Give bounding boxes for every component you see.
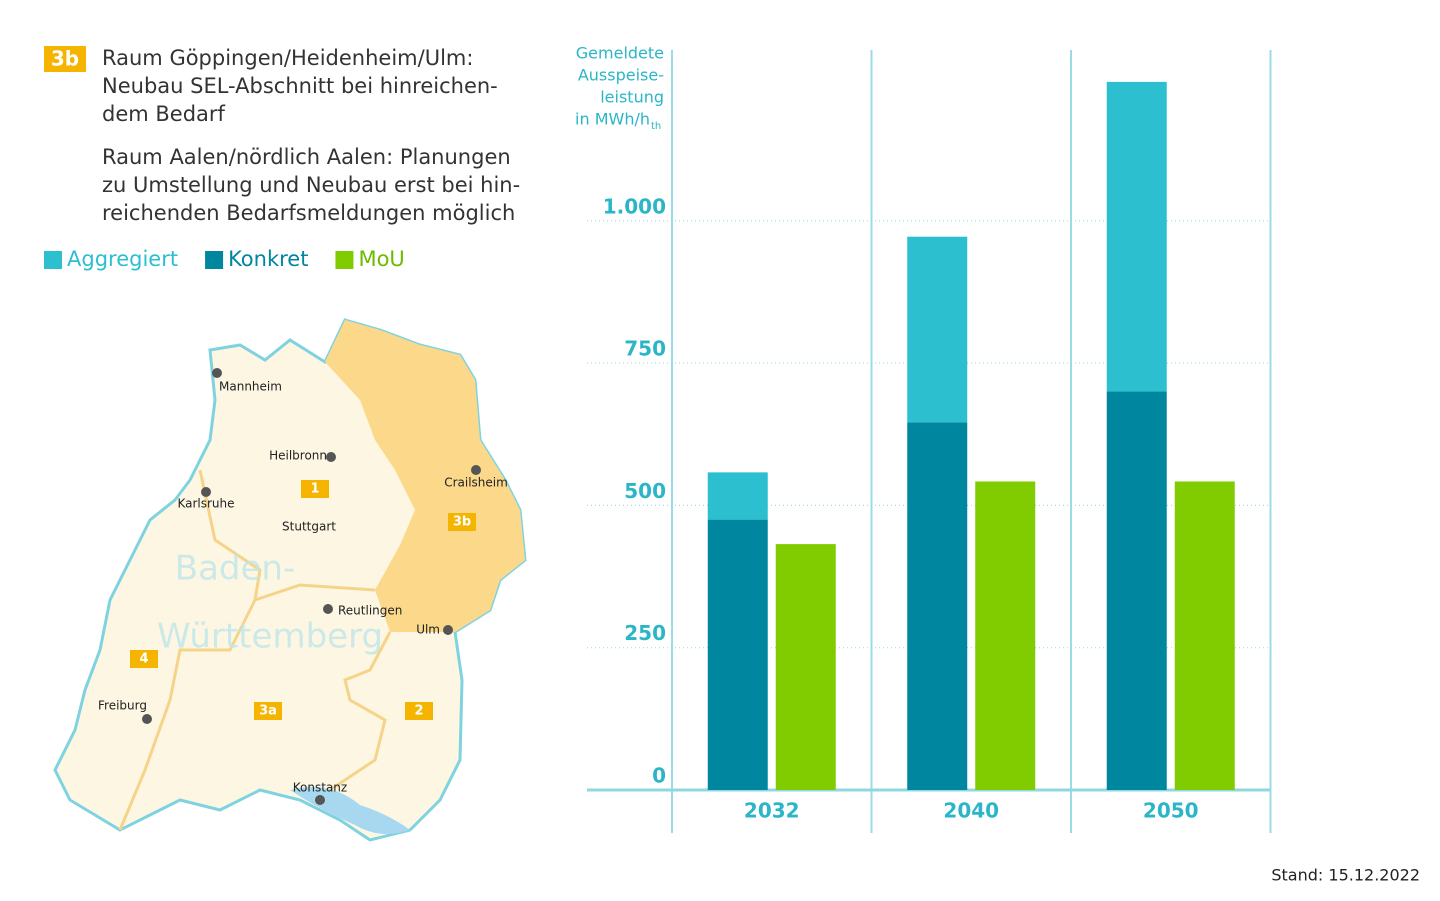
- region-badge: 2: [414, 704, 423, 719]
- city-label: Crailsheim: [444, 476, 508, 490]
- city-dot: [471, 465, 481, 475]
- legend-swatch: [205, 251, 224, 269]
- x-tick-label: 2050: [1143, 799, 1199, 823]
- y-tick-label: 250: [624, 621, 666, 645]
- city-dot: [323, 604, 333, 614]
- city-label: Freiburg: [98, 699, 147, 713]
- region-badge-bg: [254, 702, 282, 720]
- region-badge: 4: [139, 652, 148, 667]
- region-badge-bg: [448, 513, 476, 531]
- badge-bg: [44, 46, 86, 72]
- y-tick-label: 500: [624, 479, 666, 503]
- y-tick-label: 1.000: [603, 194, 666, 218]
- region-border: [198, 469, 376, 603]
- city-label: Ulm: [416, 623, 440, 637]
- map-title: Württemberg: [157, 617, 383, 657]
- bar: [1106, 391, 1167, 790]
- legend-label: MoU: [358, 247, 404, 271]
- region-badge: 3a: [259, 704, 277, 719]
- region-border: [329, 631, 392, 792]
- map-title: Baden-: [175, 549, 295, 589]
- bar: [1106, 81, 1167, 392]
- legend-swatch: [335, 251, 354, 269]
- region-3b: [325, 320, 525, 632]
- bar: [775, 544, 836, 790]
- y-axis-label: in MWh/h: [575, 110, 650, 129]
- y-axis-label: Ausspeise-: [578, 66, 664, 85]
- legend-label: Konkret: [228, 247, 308, 271]
- footer: Stand: 15.12.2022: [1271, 866, 1420, 885]
- city-dot: [142, 714, 152, 724]
- city-label: Heilbronn: [269, 449, 327, 463]
- city-label: Konstanz: [293, 781, 347, 795]
- x-tick-label: 2040: [943, 799, 999, 823]
- bar: [707, 519, 768, 790]
- city-dot: [212, 368, 222, 378]
- region-badge-bg: [301, 480, 329, 498]
- region-badge: 3b: [453, 515, 471, 530]
- city-dot: [201, 487, 211, 497]
- region-badge-bg: [130, 650, 158, 668]
- city-dot: [326, 452, 336, 462]
- bar: [1174, 481, 1235, 790]
- bar: [707, 472, 768, 520]
- badge: 3b: [51, 47, 79, 71]
- city-label: Karlsruhe: [177, 497, 234, 511]
- y-tick-label: 0: [652, 764, 666, 788]
- y-axis-label-sub: th: [651, 121, 661, 132]
- legend-swatch: [44, 251, 62, 269]
- city-label: Stuttgart: [282, 520, 336, 534]
- region-border: [118, 599, 257, 831]
- y-axis-label: Gemeldete: [576, 44, 664, 63]
- city-dot: [443, 625, 453, 635]
- header-line: dem Bedarf: [102, 102, 226, 126]
- city-dot: [315, 795, 325, 805]
- x-tick-label: 2032: [744, 799, 800, 823]
- legend-label: Aggregiert: [67, 247, 178, 271]
- bar: [907, 236, 968, 423]
- region-badge: 1: [310, 482, 319, 497]
- header-line: Raum Göppingen/Heidenheim/Ulm:: [102, 46, 473, 70]
- y-tick-label: 750: [624, 337, 666, 361]
- city-label: Mannheim: [219, 380, 282, 394]
- header-line: Raum Aalen/nördlich Aalen: Planungen: [102, 145, 511, 169]
- header-line: zu Umstellung und Neubau erst bei hin-: [102, 173, 520, 197]
- header-line: reichenden Bedarfsmeldungen möglich: [102, 201, 515, 225]
- header-line: Neubau SEL-Abschnitt bei hinreichen-: [102, 74, 498, 98]
- bar: [907, 422, 968, 790]
- city-label: Reutlingen: [338, 604, 402, 618]
- bar: [975, 481, 1036, 790]
- y-axis-label: leistung: [600, 88, 664, 107]
- region-badge-bg: [405, 702, 433, 720]
